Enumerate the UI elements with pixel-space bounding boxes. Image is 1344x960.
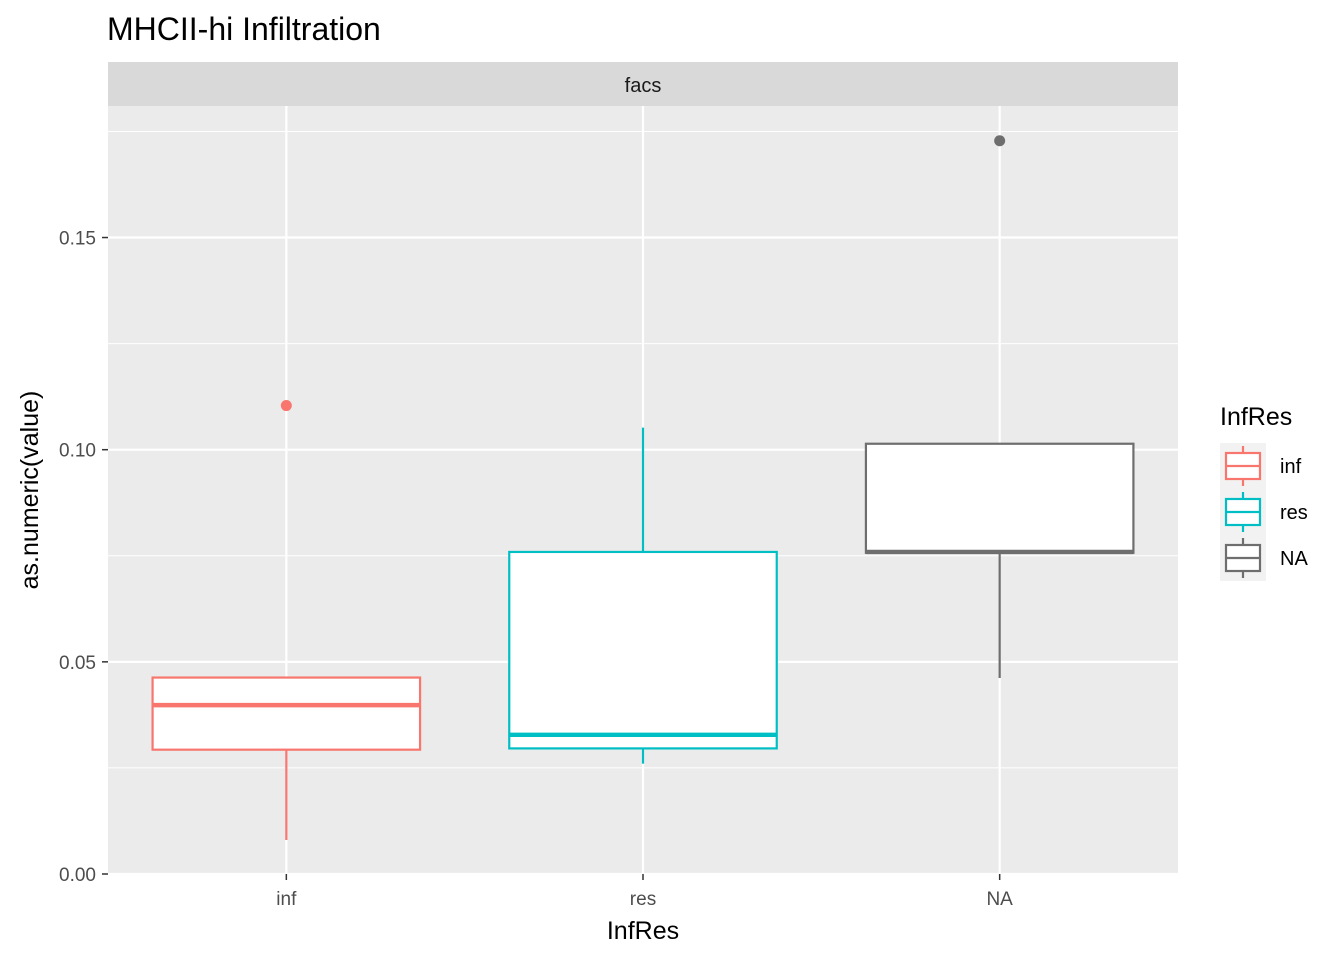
outlier-point <box>280 400 292 412</box>
boxplot-inf <box>151 400 422 841</box>
facet-strip <box>108 62 1178 106</box>
boxplot-NA <box>864 135 1135 678</box>
legend-key-inf: inf <box>1220 443 1302 489</box>
chart-title: MHCII-hi Infiltration <box>107 11 381 47</box>
legend-label: res <box>1280 502 1308 524</box>
x-tick-label: NA <box>986 889 1013 910</box>
legend-key-NA: NA <box>1220 535 1308 581</box>
x-tick-label: res <box>630 889 656 910</box>
y-axis-title: as.numeric(value) <box>16 391 44 590</box>
box <box>864 442 1135 554</box>
x-tick-label: inf <box>276 889 297 910</box>
boxplot-res <box>508 427 778 764</box>
boxplots <box>151 135 1135 841</box>
y-tick-label: 0.05 <box>59 653 96 674</box>
legend-title: InfRes <box>1220 403 1292 431</box>
y-tick-label: 0.15 <box>59 229 96 250</box>
outlier-point <box>994 135 1006 147</box>
y-axis: 0.00 0.05 0.10 0.15 <box>59 229 108 886</box>
facet-strip-label: facs <box>625 75 662 97</box>
x-axis-title: InfRes <box>607 917 679 945</box>
x-axis: inf res NA <box>276 874 1013 910</box>
legend-label: inf <box>1280 456 1302 478</box>
legend-key-res: res <box>1220 489 1308 535</box>
y-tick-label: 0.10 <box>59 441 96 462</box>
box <box>508 550 778 750</box>
y-tick-label: 0.00 <box>59 865 96 886</box>
legend: InfRes inf res NA <box>1220 403 1308 581</box>
legend-label: NA <box>1280 548 1308 570</box>
box <box>151 676 422 751</box>
